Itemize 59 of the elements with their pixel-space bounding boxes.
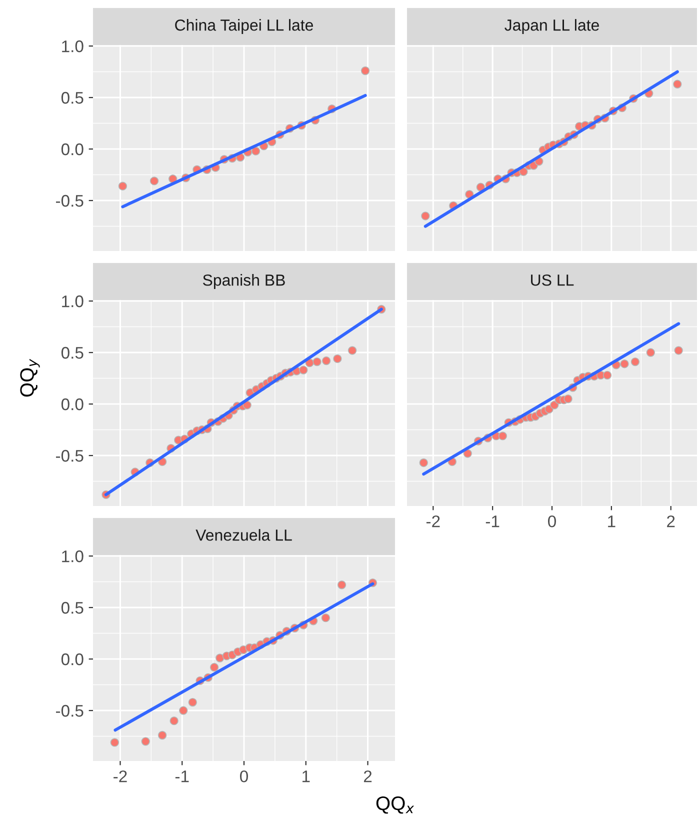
point — [674, 346, 683, 355]
x-tick-label: -1 — [486, 516, 500, 528]
y-tick-label: -0.5 — [56, 704, 84, 717]
chart-title: China Taipei LL late — [175, 19, 313, 34]
x-tick-label: 2 — [364, 770, 372, 782]
point — [158, 730, 167, 740]
point — [602, 370, 612, 380]
y-tick-label: -0.5 — [56, 194, 84, 207]
point — [337, 580, 346, 590]
y-tick-label: 1.0 — [62, 295, 84, 308]
y-tick-label: 1.0 — [62, 40, 84, 52]
point — [216, 654, 224, 662]
x-tick-label: 0 — [548, 515, 556, 528]
point — [118, 182, 128, 190]
point — [210, 662, 219, 672]
chart-title: Venezuela LL — [196, 529, 292, 541]
point — [360, 66, 370, 76]
y-tick-label: 0.0 — [61, 143, 84, 156]
y-tick-label: 0.0 — [61, 653, 84, 666]
point — [348, 346, 357, 355]
x-tick-label: 1 — [302, 770, 310, 782]
x-tick-label: 0 — [240, 770, 248, 782]
point — [322, 356, 331, 366]
y-tick-label: 0.0 — [61, 398, 84, 410]
x-tick-label: 1 — [608, 516, 616, 528]
point — [170, 716, 178, 726]
point — [188, 698, 197, 707]
point — [673, 80, 682, 88]
point — [110, 738, 120, 747]
x-tick-label: -2 — [426, 515, 440, 528]
point — [321, 613, 330, 622]
point — [299, 366, 308, 374]
point — [333, 354, 342, 364]
point — [179, 706, 188, 715]
chart-title: US LL — [531, 274, 574, 286]
point — [620, 360, 629, 368]
x-tick-label: 2 — [667, 515, 675, 528]
point — [150, 176, 159, 186]
point — [564, 394, 572, 404]
point — [312, 357, 322, 366]
point — [421, 212, 430, 220]
chart-title: Spanish BB — [202, 274, 285, 289]
x-axis-title: QQ$_{x}$ — [376, 796, 414, 814]
y-tick-label: 0.5 — [61, 602, 84, 614]
point — [141, 737, 150, 746]
point — [630, 357, 640, 366]
x-tick-label: -2 — [114, 770, 127, 782]
y-tick-label: 1.0 — [62, 550, 84, 562]
point — [251, 146, 260, 156]
chart-title: Japan LL late — [504, 19, 599, 34]
point — [419, 458, 428, 468]
y-tick-label: 0.5 — [61, 346, 84, 359]
y-tick-label: 0.5 — [61, 92, 84, 104]
x-tick-label: -1 — [175, 770, 189, 782]
point — [498, 432, 508, 440]
point — [519, 167, 528, 176]
point — [646, 348, 655, 357]
y-axis-title: QQ$_{y}$ — [20, 358, 40, 397]
y-tick-label: -0.5 — [56, 450, 84, 462]
